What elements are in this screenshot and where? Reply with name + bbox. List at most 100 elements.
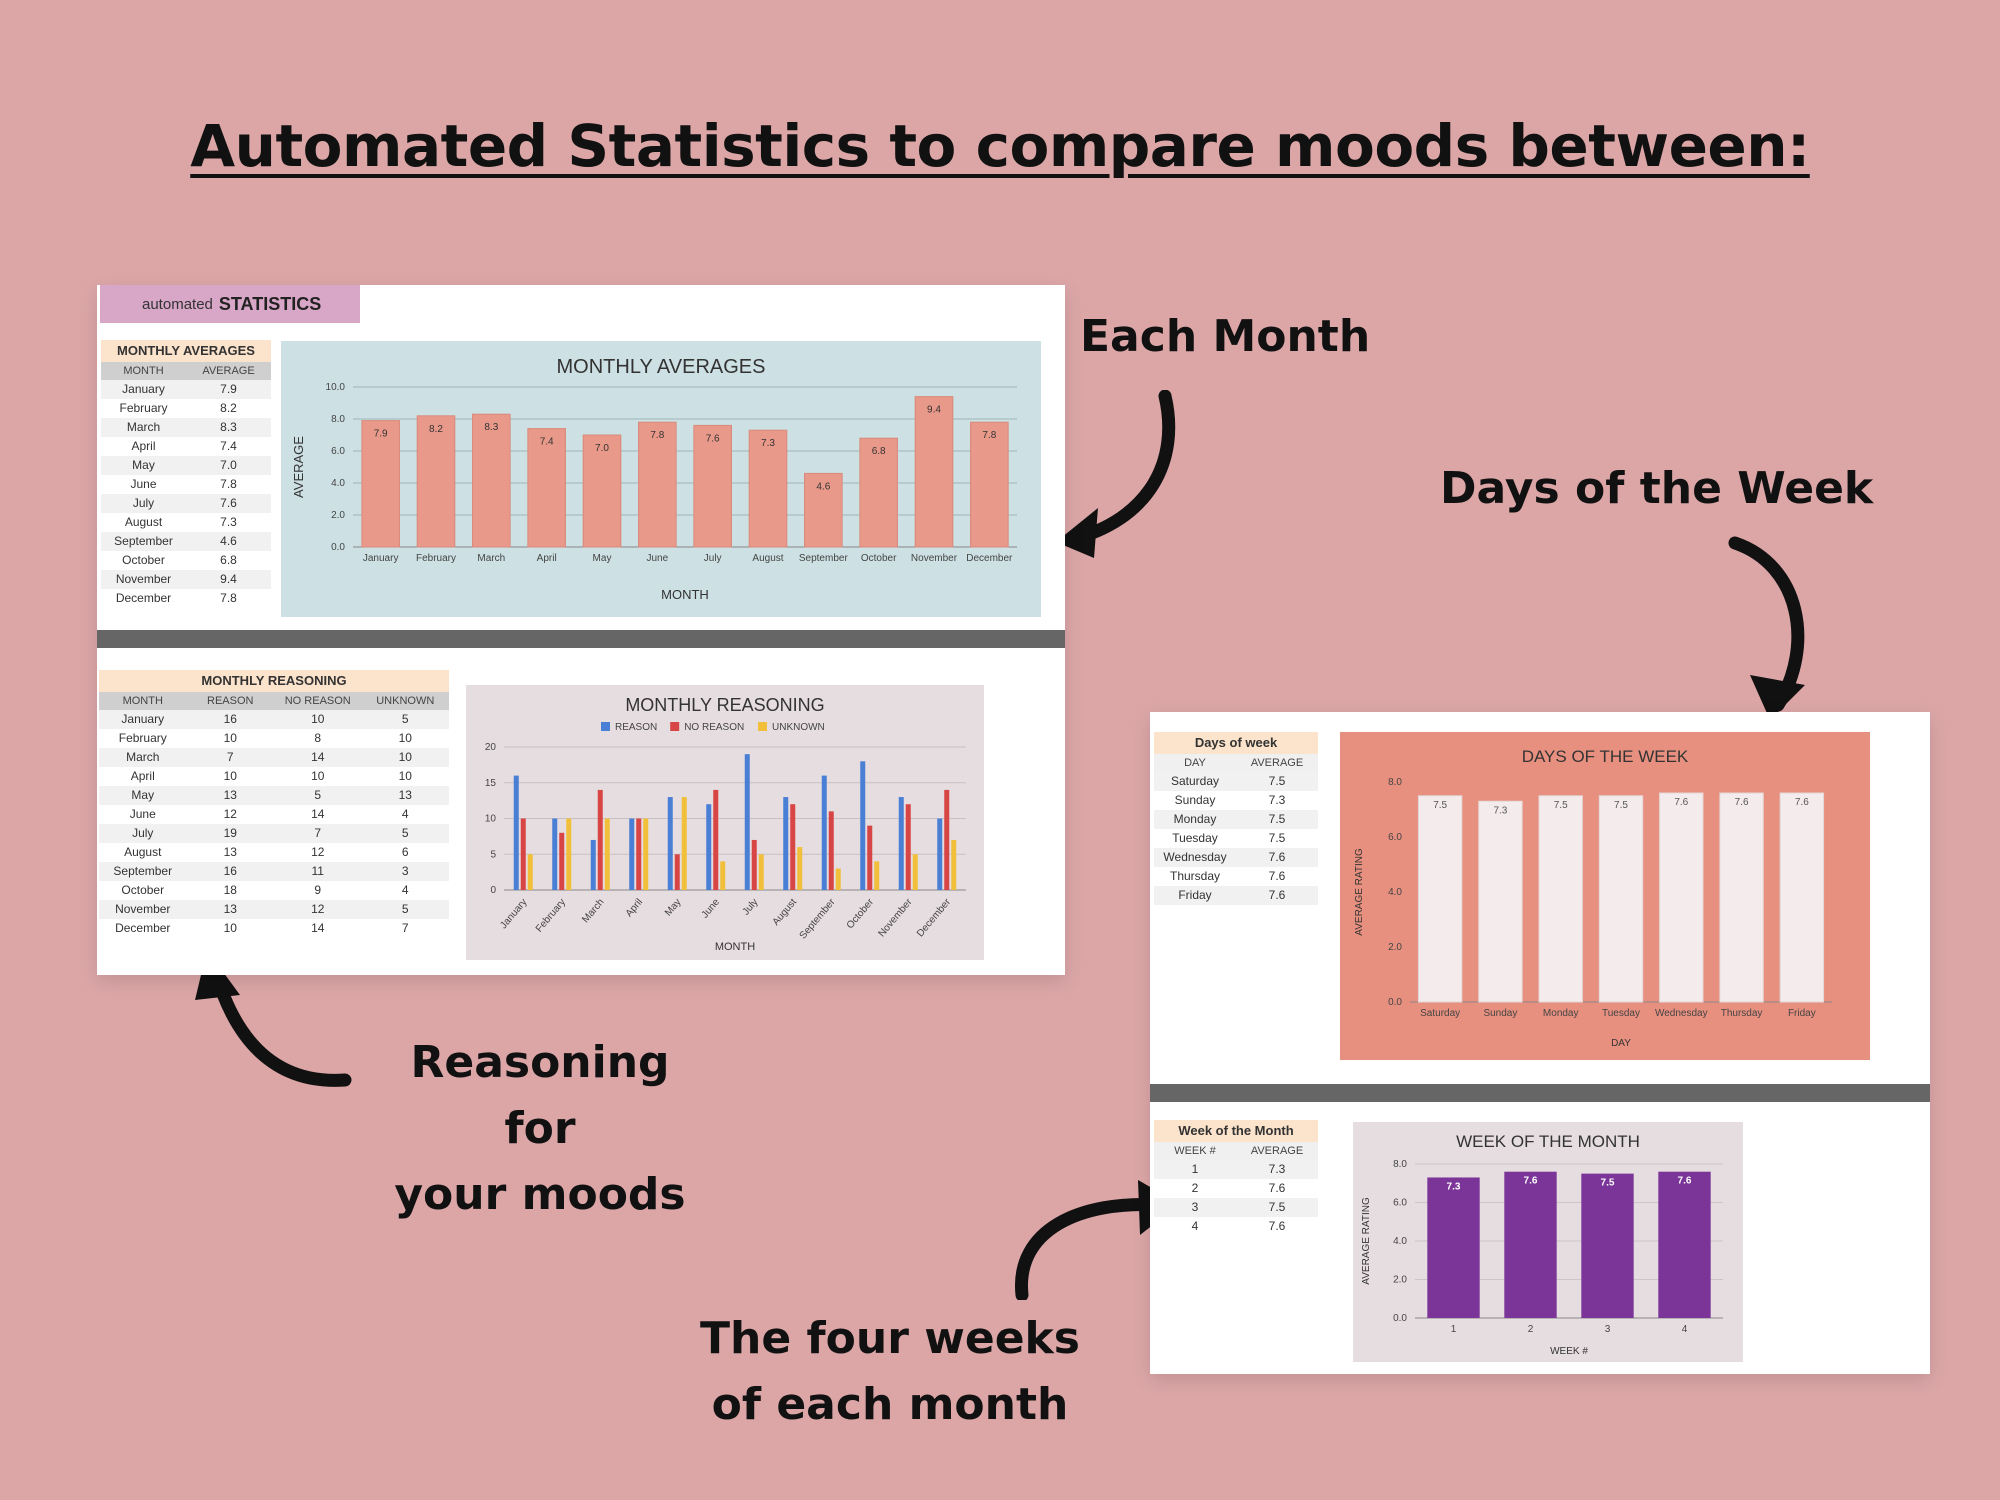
legend-swatch xyxy=(670,722,680,731)
data-label: 4.6 xyxy=(816,481,830,492)
monthly-averages-table: MONTHLY AVERAGES MONTH AVERAGE January 7.… xyxy=(101,340,271,608)
table-row: November 13 12 5 xyxy=(99,900,449,919)
x-tick-label: Sunday xyxy=(1483,1008,1517,1019)
bar xyxy=(1719,792,1764,1003)
data-label: 7.6 xyxy=(1678,1176,1692,1187)
callout-reasoning-line1: Reasoning for xyxy=(410,1037,670,1154)
table-row: Wednesday 7.6 xyxy=(1154,848,1318,867)
table-row: May 13 5 13 xyxy=(99,786,449,805)
bar-no-reason xyxy=(597,789,603,890)
y-tick-label: 2.0 xyxy=(1393,1275,1407,1286)
bar-reason xyxy=(513,775,519,890)
days-rows: Saturday 7.5 Sunday 7.3 Monday 7.5 Tuesday 7.5 W… xyxy=(1154,772,1318,905)
legend-swatch xyxy=(758,722,767,731)
section-divider xyxy=(1150,1084,1930,1102)
bar-no-reason xyxy=(674,854,680,890)
table-cell: 6.8 xyxy=(220,553,237,567)
table-row: Friday 7.6 xyxy=(1154,886,1318,905)
table-cell: 7.5 xyxy=(1268,1200,1286,1214)
table-cell: 7.6 xyxy=(1268,888,1286,902)
monthly-reasoning-rows: January 16 10 5 February 10 8 10 March 7 14 10 April… xyxy=(99,710,449,938)
table-cell: May xyxy=(132,458,155,472)
table-cell: July xyxy=(132,826,154,840)
table-cell: Saturday xyxy=(1170,774,1220,788)
y-tick-label: 8.0 xyxy=(1393,1159,1407,1170)
table-cell: September xyxy=(114,534,173,548)
table-row: August 13 12 6 xyxy=(99,843,449,862)
table-cell: January xyxy=(122,382,165,396)
table-cell: 14 xyxy=(311,807,325,821)
table-row: January 7.9 xyxy=(101,380,271,399)
table-row: 3 7.5 xyxy=(1154,1198,1318,1217)
table-cell: 16 xyxy=(223,864,237,878)
y-tick-label: 8.0 xyxy=(331,414,345,425)
column-header: AVERAGE xyxy=(202,365,255,377)
bar xyxy=(970,421,1009,548)
bar-no-reason xyxy=(828,811,834,890)
x-tick-label: Thursday xyxy=(1721,1008,1763,1019)
y-tick-label: 10.0 xyxy=(326,382,346,393)
y-tick-label: 20 xyxy=(485,742,497,753)
callout-weeks-line2: of each month xyxy=(711,1379,1069,1430)
monthly-averages-chart: MONTHLY AVERAGES 0.0 2.0 4.0 6.0 8.0 10.0 AVERA… xyxy=(281,341,1041,617)
x-tick-label: Wednesday xyxy=(1655,1008,1708,1019)
table-header-row: MONTH REASON NO REASON UNKNOWN xyxy=(99,692,449,710)
table-row: September 4.6 xyxy=(101,532,271,551)
table-cell: 1 xyxy=(1191,1162,1199,1176)
table-cell: May xyxy=(131,788,155,802)
x-tick-label: 3 xyxy=(1605,1324,1611,1335)
bar-no-reason xyxy=(520,818,526,890)
table-row: June 12 14 4 xyxy=(99,805,449,824)
x-tick-label: March xyxy=(477,553,505,564)
table-cell: March xyxy=(126,750,160,764)
statistics-tag: automated STATISTICS xyxy=(100,285,360,323)
table-cell: 4 xyxy=(401,807,409,821)
y-tick-label: 4.0 xyxy=(331,478,345,489)
table-row: June 7.8 xyxy=(101,475,271,494)
bar xyxy=(1417,795,1463,1003)
table-row: August 7.3 xyxy=(101,513,271,532)
x-tick-label: October xyxy=(861,553,897,564)
table-cell: 7.6 xyxy=(1268,850,1286,864)
bar xyxy=(914,396,954,548)
table-cell: 7.6 xyxy=(1268,1181,1286,1195)
bar-reason xyxy=(821,775,827,890)
data-label: 7.5 xyxy=(1433,800,1447,811)
y-tick-label: 6.0 xyxy=(331,446,345,457)
table-cell: 7.8 xyxy=(220,477,237,491)
bar-unknown xyxy=(951,839,957,890)
section-divider xyxy=(97,630,1065,648)
table-row: March 8.3 xyxy=(101,418,271,437)
x-tick-label: August xyxy=(752,553,783,564)
table-cell: February xyxy=(119,401,168,415)
table-cell: 7.3 xyxy=(1268,1162,1286,1176)
table-row: December 10 14 7 xyxy=(99,919,449,938)
column-header: MONTH xyxy=(123,365,164,377)
bar-reason xyxy=(898,797,904,890)
bar-unknown xyxy=(874,861,880,890)
y-tick-label: 8.0 xyxy=(1388,777,1402,788)
table-cell: 10 xyxy=(398,731,412,745)
y-tick-label: 0.0 xyxy=(331,542,345,553)
x-tick-label: Saturday xyxy=(1420,1008,1460,1019)
table-row: Monday 7.5 xyxy=(1154,810,1318,829)
table-row: Tuesday 7.5 xyxy=(1154,829,1318,848)
x-tick-label: April xyxy=(537,553,557,564)
table-row: Saturday 7.5 xyxy=(1154,772,1318,791)
table-cell: March xyxy=(126,420,161,434)
x-tick-label: February xyxy=(416,553,456,564)
bar xyxy=(527,428,566,548)
table-row: March 7 14 10 xyxy=(99,748,449,767)
bar-no-reason xyxy=(790,804,796,890)
bar-unknown xyxy=(643,818,649,890)
y-tick-label: 15 xyxy=(485,778,497,789)
data-label: 7.8 xyxy=(650,430,664,441)
table-cell: 7.5 xyxy=(1268,831,1286,845)
y-axis-label: AVERAGE RATING xyxy=(1354,848,1365,936)
table-cell: 19 xyxy=(223,826,237,840)
bar xyxy=(693,424,732,548)
bar-unknown xyxy=(797,847,803,890)
table-cell: January xyxy=(121,712,165,726)
table-cell: 7.3 xyxy=(220,515,237,529)
table-cell: 7.3 xyxy=(1268,793,1286,807)
